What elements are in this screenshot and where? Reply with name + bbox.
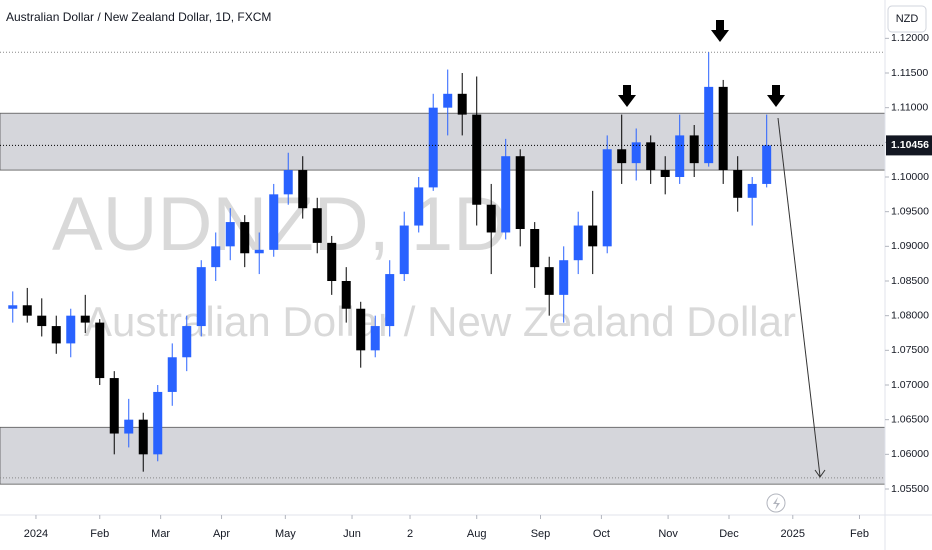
- candle-body: [138, 419, 148, 455]
- x-tick-label: Aug: [467, 528, 487, 540]
- x-tick-label: Feb: [90, 528, 109, 540]
- candle-body: [399, 225, 409, 275]
- candle-body: [428, 107, 438, 188]
- projection-arrowhead: [814, 469, 826, 478]
- x-tick-label: May: [275, 528, 296, 540]
- candle-body: [254, 249, 264, 254]
- y-tick-label: 1.09000: [891, 240, 929, 252]
- candle-body: [225, 222, 235, 247]
- x-tick-label: Apr: [213, 528, 230, 540]
- x-tick-label: 2025: [781, 528, 805, 540]
- y-tick-label: 1.12000: [891, 32, 929, 44]
- candle-body: [544, 267, 554, 295]
- y-tick-label: 1.09500: [891, 205, 929, 217]
- candle-body: [501, 156, 511, 233]
- candle-body: [486, 204, 496, 233]
- candle-body: [211, 246, 221, 268]
- plot-layer: [0, 51, 886, 485]
- x-tick-label: Jun: [343, 528, 361, 540]
- candle-body: [588, 225, 598, 247]
- y-tick-label: 1.05500: [891, 483, 929, 495]
- chart-title: Australian Dollar / New Zealand Dollar, …: [6, 10, 271, 24]
- down-arrow: [711, 20, 729, 42]
- candle-body: [182, 326, 192, 358]
- candle-body: [718, 86, 728, 171]
- candle-body: [617, 149, 627, 164]
- y-tick-label: 1.06000: [891, 448, 929, 460]
- candle-body: [675, 135, 685, 178]
- y-tick-label: 1.10000: [891, 171, 929, 183]
- currency-label[interactable]: NZD: [896, 13, 919, 25]
- candle-body: [327, 242, 337, 282]
- candle-body: [124, 419, 134, 434]
- projection-line: [777, 117, 821, 477]
- x-tick-label: 2: [407, 528, 413, 540]
- candle-body: [573, 225, 583, 261]
- candle-body: [298, 170, 308, 209]
- y-tick-label: 1.08500: [891, 275, 929, 287]
- last-price-label: 1.10456: [891, 139, 929, 151]
- candle-body: [153, 391, 163, 455]
- candle-body: [283, 170, 293, 195]
- candle-body: [370, 326, 380, 351]
- candle-body: [80, 315, 90, 323]
- candle-body: [414, 187, 424, 226]
- candle-body: [312, 208, 322, 243]
- currency-button[interactable]: [887, 5, 927, 33]
- candle-body: [66, 315, 76, 344]
- last-price-box: [886, 135, 932, 156]
- candle-body: [8, 305, 18, 309]
- zone: [0, 426, 886, 485]
- candle-body: [631, 142, 641, 164]
- candle-body: [602, 149, 612, 247]
- candle-body: [196, 267, 206, 327]
- down-arrow: [767, 85, 785, 107]
- candle-body: [747, 183, 757, 198]
- candle-body: [530, 229, 540, 268]
- title-bg: [0, 0, 880, 30]
- candle-body: [733, 170, 743, 198]
- candle-body: [341, 281, 351, 309]
- candle-body: [51, 326, 61, 344]
- y-tick-label: 1.06500: [891, 413, 929, 425]
- y-tick-label: 1.07500: [891, 344, 929, 356]
- candle-body: [22, 305, 32, 316]
- candle-body: [689, 135, 699, 164]
- x-tick-label: Nov: [658, 528, 678, 540]
- candle-body: [472, 114, 482, 205]
- y-tick-label: 1.11500: [891, 67, 928, 79]
- candle-body: [109, 378, 119, 434]
- x-tick-label: 2024: [24, 528, 48, 540]
- candle-body: [515, 156, 525, 230]
- candle-body: [443, 93, 453, 108]
- x-tick-label: Dec: [719, 528, 739, 540]
- y-tick-label: 1.08000: [891, 309, 929, 321]
- candle-body: [37, 315, 47, 327]
- down-arrow: [618, 85, 636, 107]
- x-tick-label: Oct: [593, 528, 610, 540]
- x-tick-label: Sep: [531, 528, 551, 540]
- candle-body: [167, 357, 177, 392]
- x-tick-label: Feb: [850, 528, 869, 540]
- events-bolt: [773, 497, 780, 510]
- candle-body: [95, 322, 105, 379]
- candle-body: [240, 222, 250, 254]
- candle-body: [457, 93, 467, 115]
- y-tick-label: 1.07000: [891, 379, 929, 391]
- candle-body: [385, 274, 395, 327]
- candle-body: [356, 308, 366, 351]
- y-tick-label: 1.11000: [891, 101, 928, 113]
- zone: [0, 112, 886, 171]
- candle-body: [660, 170, 670, 178]
- candle-body: [646, 142, 656, 171]
- x-tick-label: Mar: [151, 528, 170, 540]
- candle-body: [559, 260, 569, 295]
- candle-body: [269, 194, 279, 250]
- watermark-symbol: AUDNZD, 1D: [52, 182, 508, 267]
- candle-body: [762, 145, 772, 184]
- candle-body: [704, 86, 714, 164]
